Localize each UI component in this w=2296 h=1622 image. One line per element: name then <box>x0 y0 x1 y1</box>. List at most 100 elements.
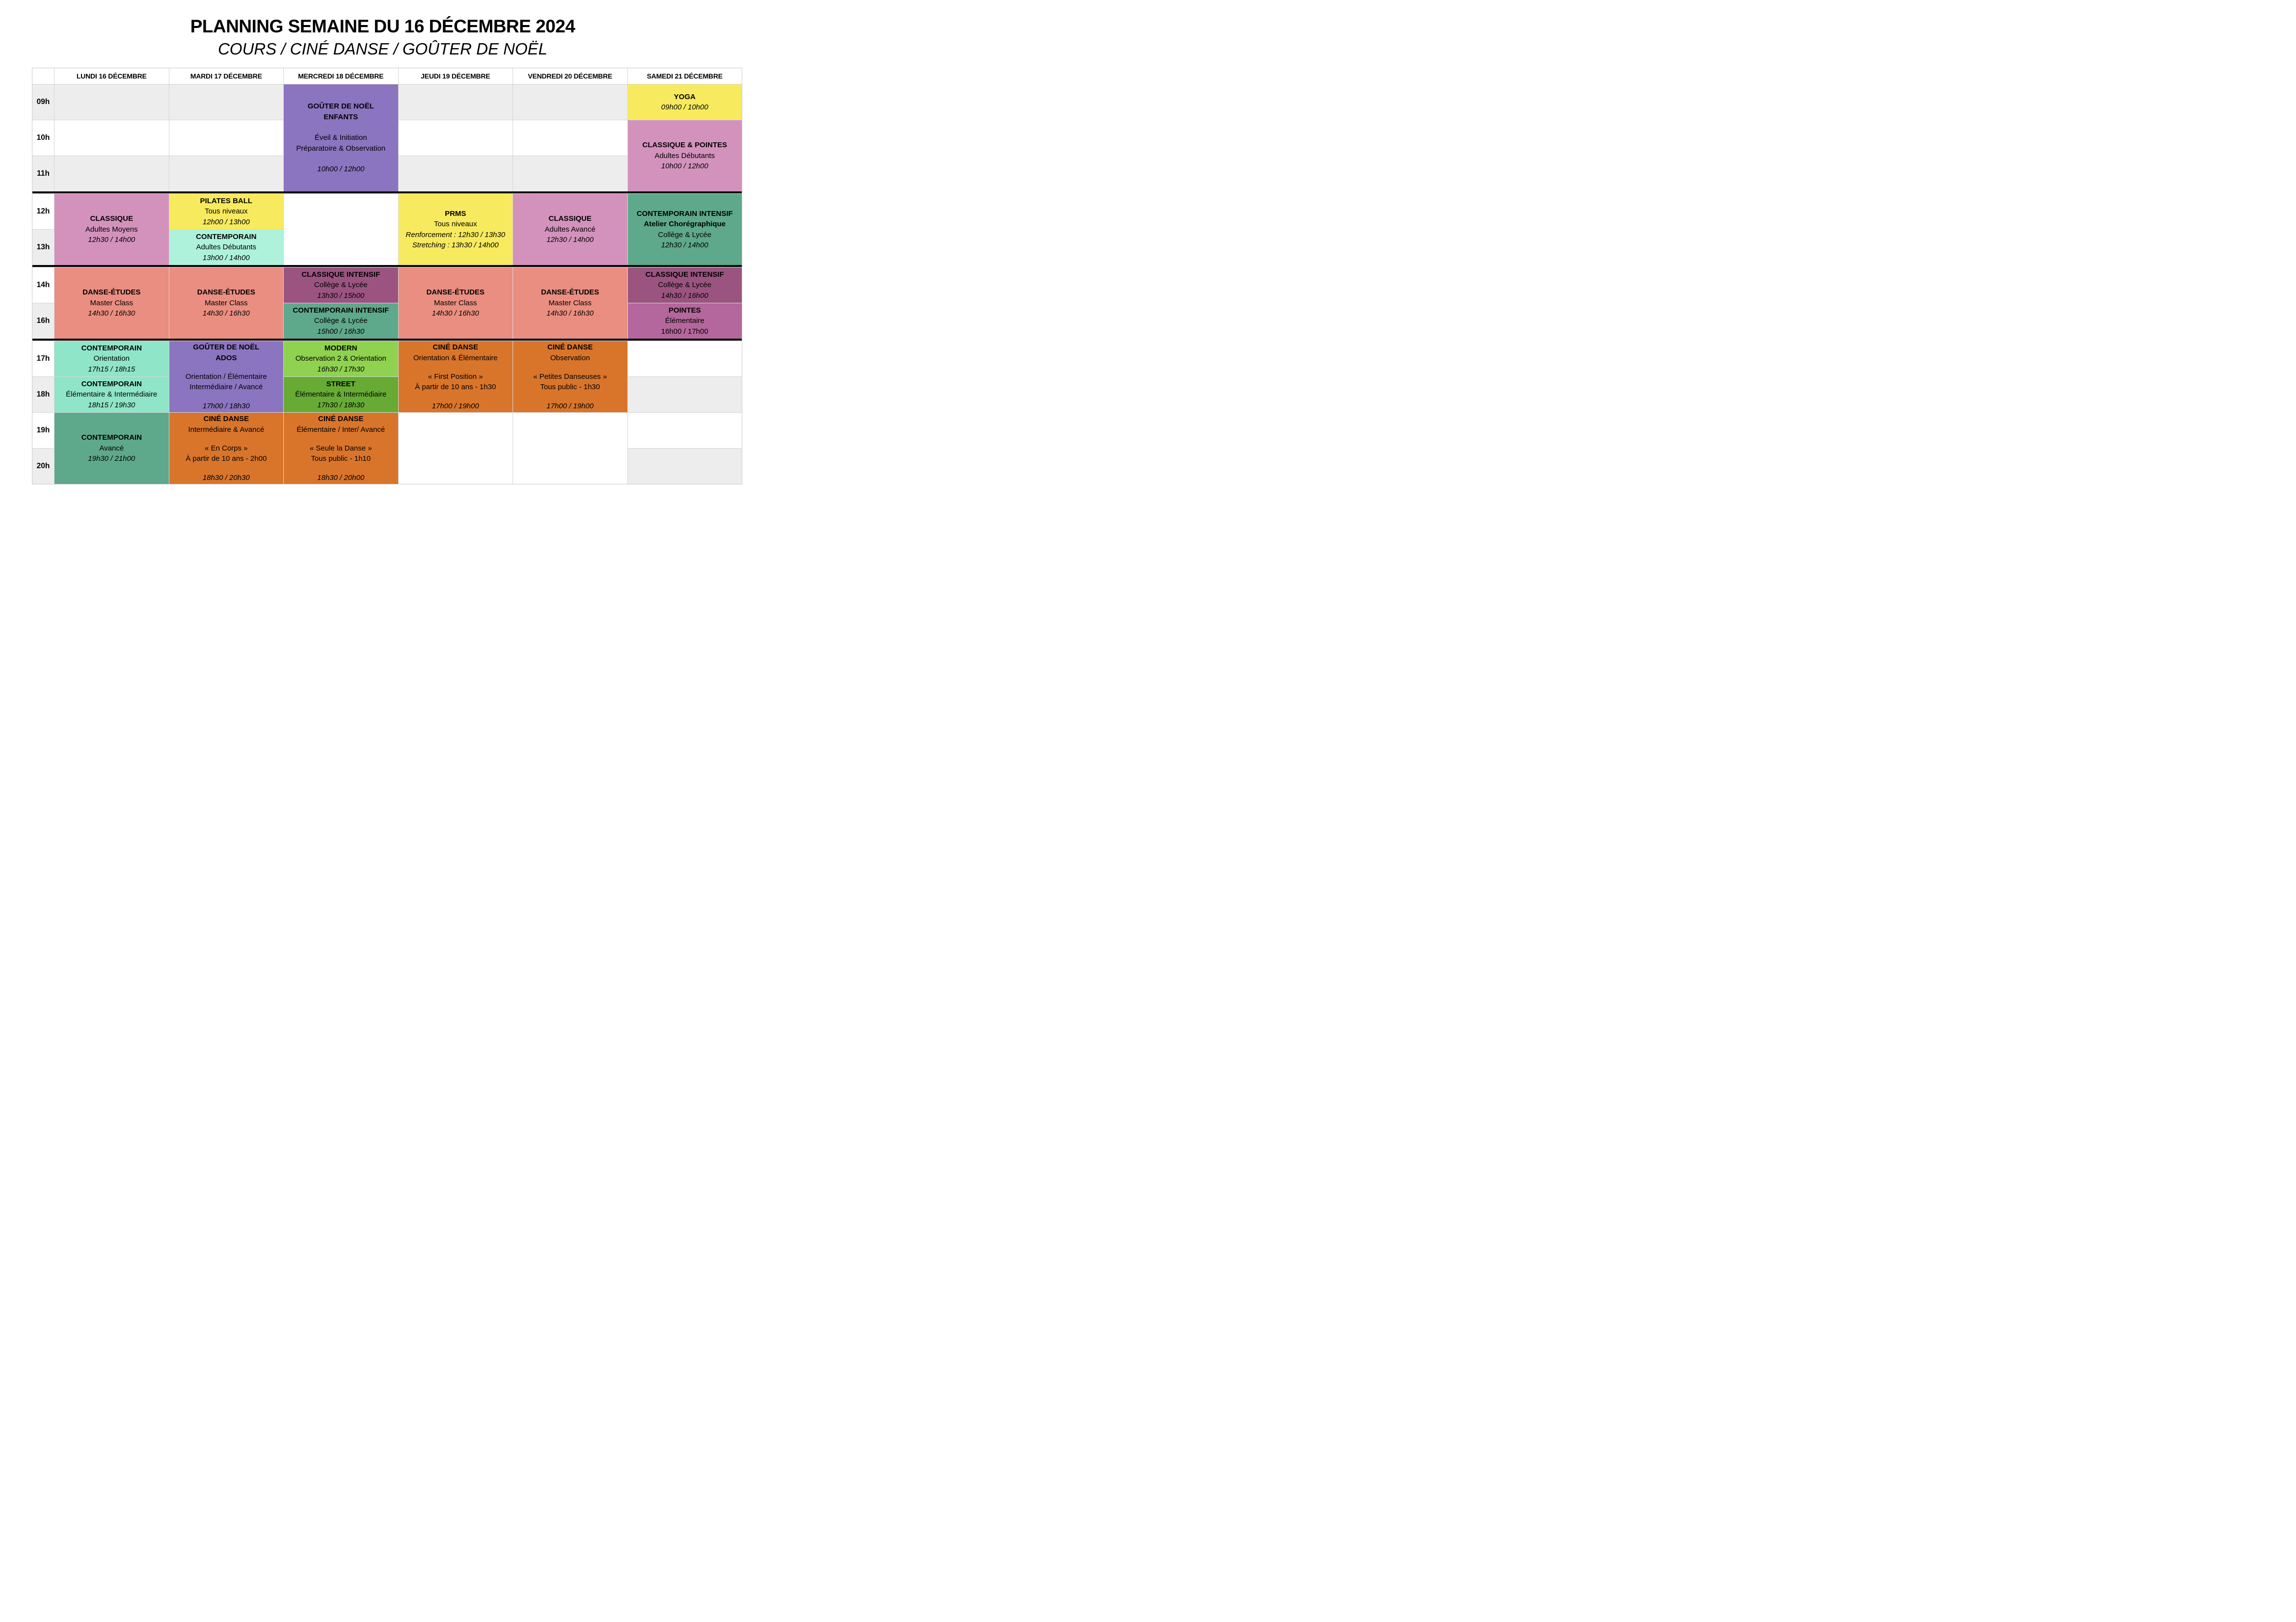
event-line: À partir de 10 ans - 1h30 <box>415 383 496 392</box>
event-line: CONTEMPORAIN <box>81 344 142 352</box>
event-block: CLASSIQUE Adultes Moyens 12h30 / 14h00 <box>54 193 169 265</box>
day-header: MARDI 17 DÉCEMBRE <box>168 68 284 84</box>
event-line: PRMS <box>445 209 466 218</box>
event-line: YOGA <box>674 92 696 101</box>
event-block: CLASSIQUE & POINTES Adultes Débutants 10h0… <box>627 120 742 191</box>
event-line: Adultes Débutants <box>196 243 257 252</box>
event-line: 10h00 / 12h00 <box>661 162 708 171</box>
event-line: 12h30 / 14h00 <box>88 236 135 244</box>
event-block: DANSE-ÉTUDES Master Class 14h30 / 16h30 <box>513 267 627 339</box>
day-header: JEUDI 19 DÉCEMBRE <box>398 68 513 84</box>
hour-label: 18h <box>32 376 54 412</box>
grid-cell <box>513 120 627 156</box>
grid-cell <box>54 156 169 191</box>
event-line: Tous public - 1h30 <box>540 383 600 392</box>
event-line: CINÉ DANSE <box>432 343 478 351</box>
event-block: STREET Élémentaire & Intermédiaire 17h30 /… <box>283 376 398 412</box>
event-line: DANSE-ÉTUDES <box>541 288 599 297</box>
event-line: Tous public - 1h10 <box>311 454 371 463</box>
event-block: CINÉ DANSE Orientation & Élémentaire « Fir… <box>398 341 513 412</box>
grid-cell <box>54 84 169 120</box>
page-title: PLANNING SEMAINE DU 16 DÉCEMBRE 2024 <box>190 16 575 36</box>
event-line: « En Corps » <box>204 444 248 452</box>
event-line: Master Class <box>548 298 592 307</box>
grid-cell <box>398 156 513 191</box>
event-line: CONTEMPORAIN INTENSIF <box>293 306 389 315</box>
event-line: CLASSIQUE <box>90 214 133 223</box>
event-line: Renforcement : 12h30 / 13h30 <box>405 230 506 239</box>
event-line: Élémentaire / Inter/ Avancé <box>297 425 385 434</box>
grid-cell <box>627 448 742 484</box>
event-line: Adultes Moyens <box>85 225 138 234</box>
event-block: PILATES BALL Tous niveaux 12h00 / 13h00 <box>168 193 283 229</box>
event-line: 17h30 / 18h30 <box>317 400 365 409</box>
event-line: 17h00 / 18h30 <box>202 401 250 410</box>
planning-page: PLANNING SEMAINE DU 16 DÉCEMBRE 2024 COU… <box>0 0 765 484</box>
event-line: 16h00 / 17h00 <box>661 327 708 336</box>
event-line: ADOS <box>216 353 237 362</box>
hour-label: 11h <box>32 156 54 191</box>
event-line: CLASSIQUE & POINTES <box>642 141 728 150</box>
event-line: Collège & Lycée <box>314 281 368 290</box>
event-block: CINÉ DANSE Observation « Petites Danseuses… <box>513 341 627 412</box>
event-line: Adultes Avancé <box>544 225 595 234</box>
event-line: 17h00 / 19h00 <box>546 401 594 410</box>
event-line: 18h30 / 20h00 <box>317 473 365 482</box>
event-line: Master Class <box>204 298 248 307</box>
event-line: 12h30 / 14h00 <box>546 236 594 244</box>
event-line: 14h30 / 16h00 <box>661 291 708 300</box>
event-line: Observation 2 & Orientation <box>295 354 386 363</box>
hour-label: 10h <box>32 120 54 156</box>
grid-cell <box>168 84 283 120</box>
grid-cell <box>627 412 742 448</box>
event-block: CINÉ DANSE Élémentaire / Inter/ Avancé « S… <box>283 412 398 484</box>
hour-label: 19h <box>32 412 54 448</box>
event-line: STREET <box>326 379 355 388</box>
event-line: Atelier Chorégraphique <box>644 220 726 228</box>
merged-empty-cell <box>513 412 627 484</box>
event-line: CONTEMPORAIN <box>81 433 142 442</box>
merged-empty-cell <box>283 193 398 265</box>
hour-label: 14h <box>32 267 54 303</box>
event-block: DANSE-ÉTUDES Master Class 14h30 / 16h30 <box>398 267 513 339</box>
event-line: 18h30 / 20h30 <box>202 473 250 482</box>
event-line: CINÉ DANSE <box>547 343 593 351</box>
event-line: 13h00 / 14h00 <box>202 253 250 262</box>
hour-label: 12h <box>32 193 54 229</box>
event-line: CLASSIQUE INTENSIF <box>301 270 380 279</box>
event-line: CINÉ DANSE <box>318 415 364 423</box>
event-block: DANSE-ÉTUDES Master Class 14h30 / 16h30 <box>168 267 283 339</box>
event-block: CLASSIQUE Adultes Avancé 12h30 / 14h00 <box>513 193 627 265</box>
event-block: CONTEMPORAIN Avancé 19h30 / 21h00 <box>54 412 169 484</box>
event-block: CONTEMPORAIN INTENSIF Collège & Lycée 15h0… <box>283 303 398 339</box>
event-line: DANSE-ÉTUDES <box>82 288 141 297</box>
event-line: 14h30 / 16h30 <box>88 309 135 318</box>
event-line: Éveil & Initiation <box>314 133 367 142</box>
event-block: CONTEMPORAIN Orientation 17h15 / 18h15 <box>54 341 169 376</box>
event-line: DANSE-ÉTUDES <box>426 288 485 297</box>
event-line: 14h30 / 16h30 <box>546 309 594 318</box>
event-line: Préparatoire & Observation <box>296 144 386 153</box>
event-line: 19h30 / 21h00 <box>88 454 135 463</box>
event-line: Tous niveaux <box>433 220 477 228</box>
day-header: MERCREDI 18 DÉCEMBRE <box>283 68 398 84</box>
event-line: Élémentaire & Intermédiaire <box>66 390 158 399</box>
event-line: 09h00 / 10h00 <box>661 103 708 111</box>
grid-cell <box>398 84 513 120</box>
event-block: GOÛTER DE NOËL ENFANTS Éveil & Initiation P… <box>283 84 398 191</box>
page-subtitle: COURS / CINÉ DANSE / GOÛTER DE NOËL <box>217 40 548 58</box>
section-divider <box>32 191 742 193</box>
hour-label: 17h <box>32 341 54 376</box>
day-header: VENDREDI 20 DÉCEMBRE <box>513 68 627 84</box>
event-line: CLASSIQUE INTENSIF <box>645 270 724 279</box>
event-line: CONTEMPORAIN <box>81 379 142 388</box>
event-block: CONTEMPORAIN INTENSIF Atelier Chorégraphi… <box>627 193 742 265</box>
event-line: 12h30 / 14h00 <box>661 241 708 249</box>
grid-cell <box>398 120 513 156</box>
event-line: CINÉ DANSE <box>203 415 249 423</box>
event-block: POINTES Élémentaire 16h00 / 17h00 <box>627 303 742 339</box>
event-line: Collège & Lycée <box>658 281 712 290</box>
event-block: CLASSIQUE INTENSIF Collège & Lycée 14h30 /… <box>627 267 742 303</box>
grid-cell <box>627 341 742 376</box>
schedule-grid: LUNDI 16 DÉCEMBRE MARDI 17 DÉCEMBRE MERCRE… <box>32 68 742 484</box>
